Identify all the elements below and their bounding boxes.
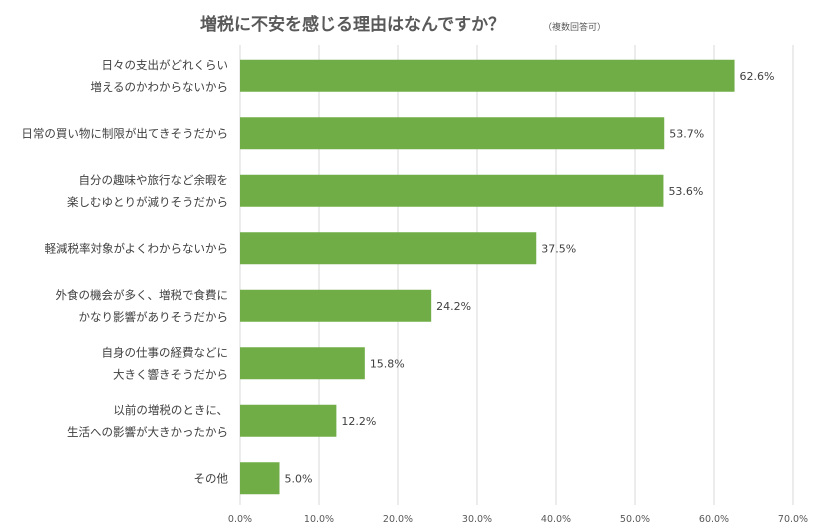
category-label: 日々の支出がどれくらい [102, 58, 229, 72]
x-tick-label: 60.0% [699, 514, 729, 525]
category-label: かなり影響がありそうだから [79, 310, 229, 324]
bar [240, 404, 337, 437]
data-label: 37.5% [541, 242, 576, 255]
data-label: 12.2% [341, 415, 376, 428]
data-label: 62.6% [740, 70, 775, 83]
data-label: 53.7% [669, 127, 704, 140]
data-label: 15.8% [370, 357, 405, 370]
bar [240, 59, 735, 92]
category-label: 楽しむゆとりが減りそうだから [67, 195, 228, 209]
bar [240, 174, 664, 207]
bar [240, 289, 432, 322]
chart-subtitle: （複数回答可） [543, 21, 606, 33]
x-tick-label: 30.0% [462, 514, 492, 525]
category-label: 増えるのかわからないから [90, 80, 228, 94]
data-label: 5.0% [285, 472, 313, 485]
category-label: 大きく響きそうだから [113, 367, 228, 381]
category-label: 生活への影響が大きかったから [67, 425, 228, 439]
category-label: 日常の買い物に制限が出てきそうだから [21, 126, 228, 140]
data-label: 53.6% [668, 185, 703, 198]
bar [240, 347, 365, 380]
chart-title: 増税に不安を感じる理由はなんですか？ [200, 14, 505, 35]
category-label: 以前の増税のときに、 [113, 403, 228, 417]
category-label: 軽減税率対象がよくわからないから [45, 241, 228, 255]
category-label: 自身の仕事の経費などに [102, 345, 229, 359]
x-tick-label: 10.0% [304, 514, 334, 525]
x-tick-label: 0.0% [228, 514, 252, 525]
bar [240, 462, 280, 495]
category-label: その他 [194, 471, 229, 485]
data-label: 24.2% [436, 300, 471, 313]
bar [240, 232, 537, 265]
category-label: 外食の機会が多く、増税で食費に [56, 288, 229, 302]
x-tick-label: 70.0% [778, 514, 808, 525]
category-label: 自分の趣味や旅行など余暇を [79, 173, 229, 187]
x-tick-label: 20.0% [383, 514, 413, 525]
x-tick-label: 40.0% [541, 514, 571, 525]
x-tick-label: 50.0% [620, 514, 650, 525]
bar [240, 117, 665, 150]
